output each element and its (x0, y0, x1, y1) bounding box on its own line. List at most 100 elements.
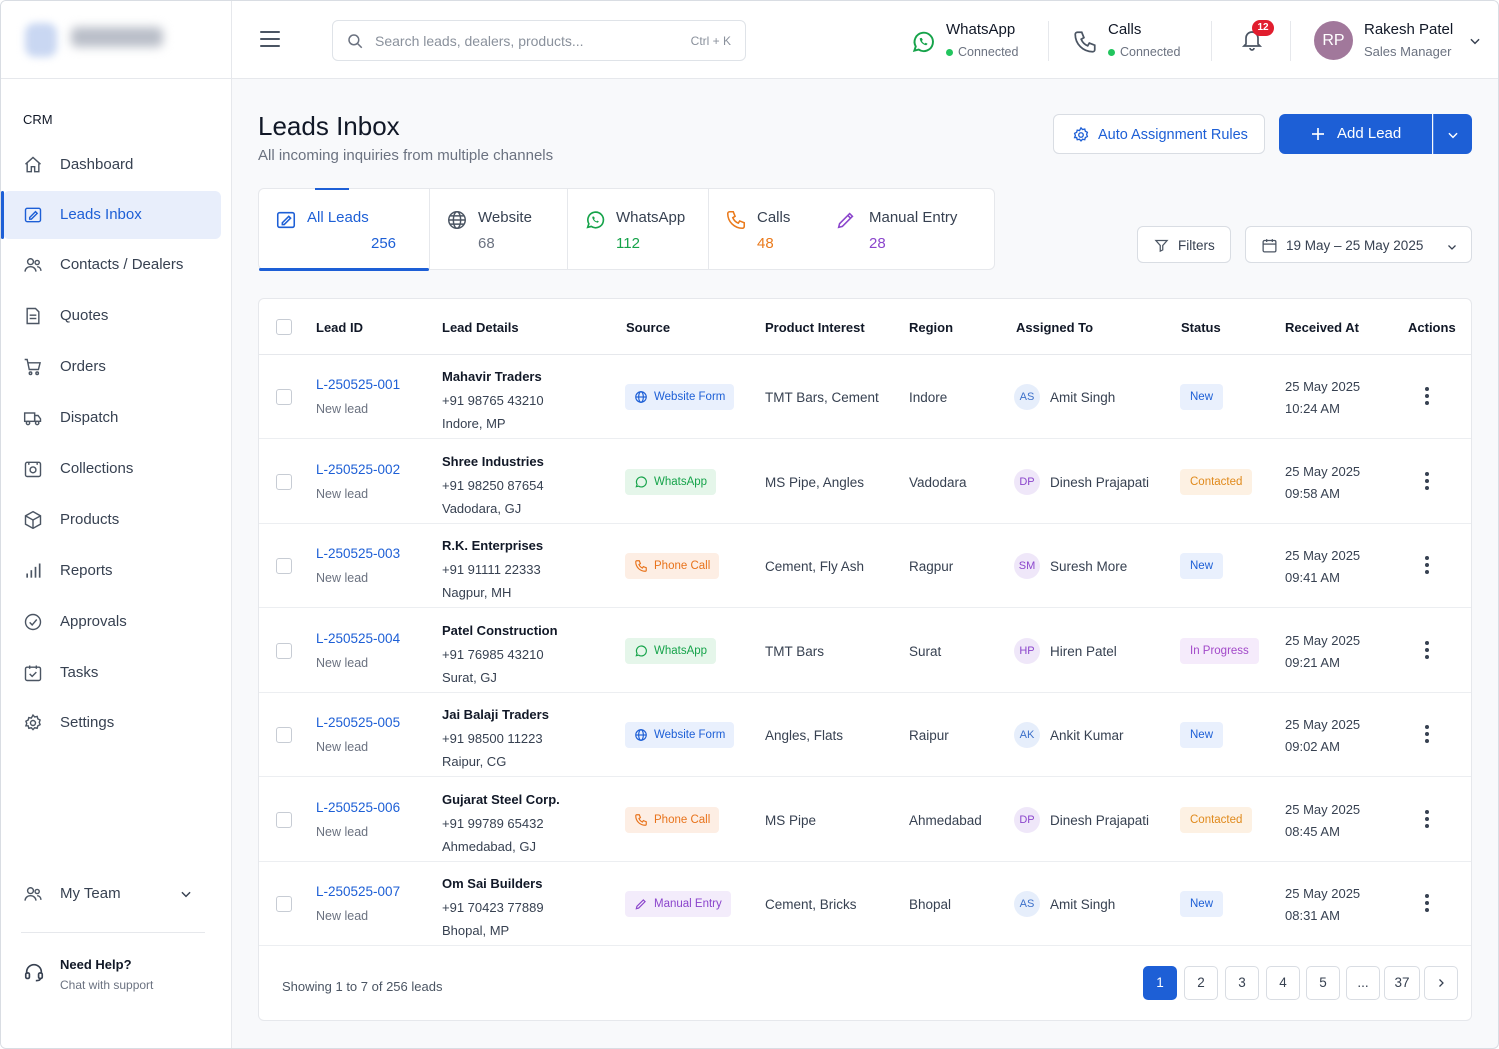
row-actions-menu-icon[interactable] (1417, 808, 1437, 832)
row-actions-menu-icon[interactable] (1417, 554, 1437, 578)
user-role: Sales Manager (1364, 44, 1452, 59)
column-header[interactable]: Lead Details (442, 320, 519, 335)
table-row[interactable]: L-250525-002 New lead Shree Industries +91 … (259, 440, 1471, 524)
column-header[interactable]: Lead ID (316, 320, 363, 335)
row-actions-menu-icon[interactable] (1417, 723, 1437, 747)
tab-whatsapp[interactable]: WhatsApp 112 (568, 189, 708, 270)
date-range-picker[interactable]: 19 May – 25 May 2025 (1245, 226, 1472, 263)
page-button[interactable]: 4 (1266, 966, 1300, 1000)
brand[interactable] (1, 1, 232, 79)
users-icon (24, 258, 42, 272)
column-header[interactable]: Product Interest (765, 320, 865, 335)
sidebar-item-dashboard[interactable]: Dashboard (3, 141, 221, 189)
table-row[interactable]: L-250525-004 New lead Patel Construction +9… (259, 609, 1471, 693)
add-lead-dropdown-button[interactable] (1433, 114, 1472, 154)
select-all-checkbox[interactable] (276, 319, 292, 335)
row-checkbox[interactable] (276, 896, 292, 912)
column-header[interactable]: Region (909, 320, 954, 335)
table-row[interactable]: L-250525-006 New lead Gujarat Steel Corp. +… (259, 778, 1471, 862)
my-team-toggle[interactable]: My Team (3, 871, 221, 917)
row-actions-menu-icon[interactable] (1417, 385, 1437, 409)
row-actions-menu-icon[interactable] (1417, 892, 1437, 916)
row-actions-menu-icon[interactable] (1417, 470, 1437, 494)
chevron-down-icon (181, 891, 191, 898)
pencil-icon (837, 212, 854, 229)
sidebar-item-dispatch[interactable]: Dispatch (3, 394, 221, 442)
filters-button[interactable]: Filters (1137, 226, 1231, 263)
column-header[interactable]: Status (1181, 320, 1221, 335)
row-actions-menu-icon[interactable] (1417, 639, 1437, 663)
sidebar-item-tasks[interactable]: Tasks (3, 649, 221, 697)
lead-id-link[interactable]: L-250525-001 (316, 377, 401, 392)
page-button[interactable]: 3 (1225, 966, 1259, 1000)
page-button[interactable]: 5 (1306, 966, 1340, 1000)
whatsapp-icon (912, 31, 934, 53)
sidebar-item-label: Orders (60, 358, 106, 375)
row-checkbox[interactable] (276, 473, 292, 490)
user-name[interactable]: Rakesh Patel (1364, 21, 1454, 38)
lead-id-link[interactable]: L-250525-007 (316, 884, 401, 899)
auto-assignment-rules-button[interactable]: Auto Assignment Rules (1053, 114, 1265, 154)
table-row[interactable]: L-250525-005 New lead Jai Balaji Traders +9… (259, 693, 1471, 777)
sidebar-item-quotes[interactable]: Quotes (3, 292, 221, 340)
table-row[interactable]: L-250525-007 New lead Om Sai Builders +91 7… (259, 862, 1471, 946)
sidebar-item-label: Dashboard (60, 156, 134, 173)
tab-manual-entry[interactable]: Manual Entry 28 (819, 189, 995, 270)
table-row[interactable]: L-250525-003 New lead R.K. Enterprises +91 … (259, 524, 1471, 608)
add-lead-button[interactable]: Add Lead (1279, 114, 1432, 154)
user-avatar[interactable]: RP (1314, 21, 1353, 60)
row-checkbox[interactable] (276, 558, 292, 574)
lead-id-link[interactable]: L-250525-005 (316, 715, 401, 730)
row-checkbox[interactable] (276, 642, 292, 659)
check-circle-icon (24, 613, 42, 631)
tab-calls[interactable]: Calls 48 (709, 189, 819, 270)
row-checkbox[interactable] (276, 389, 292, 405)
filters-label: Filters (1178, 238, 1215, 253)
status-badge: Contacted (1180, 468, 1253, 495)
search-input[interactable] (375, 31, 675, 51)
row-checkbox[interactable] (276, 727, 292, 743)
received-date: 25 May 2025 (1285, 801, 1361, 817)
lead-id-link[interactable]: L-250525-003 (316, 546, 401, 561)
column-header[interactable]: Assigned To (1016, 320, 1094, 335)
lead-id-link[interactable]: L-250525-004 (316, 630, 401, 646)
notifications-button[interactable]: 12 (1240, 20, 1274, 55)
lead-id-link[interactable]: L-250525-006 (316, 799, 401, 815)
sidebar-item-approvals[interactable]: Approvals (3, 598, 221, 646)
sidebar-item-settings[interactable]: Settings (3, 699, 221, 747)
source-label: WhatsApp (654, 475, 708, 488)
status-badge: New (1180, 722, 1224, 748)
divider (1290, 21, 1291, 61)
menu-toggle-icon[interactable] (260, 31, 280, 49)
column-header[interactable]: Source (626, 320, 671, 335)
next-page-button[interactable] (1424, 966, 1458, 1000)
row-checkbox[interactable] (276, 811, 292, 828)
search-box[interactable]: Ctrl + K (332, 20, 746, 61)
page-button[interactable]: 2 (1184, 966, 1218, 1000)
lead-id-link[interactable]: L-250525-002 (316, 461, 401, 477)
company-name: Shree Industries (442, 453, 544, 469)
sidebar-item-reports[interactable]: Reports (3, 547, 221, 595)
page-button[interactable]: 37 (1384, 966, 1420, 1000)
page-button[interactable]: 1 (1143, 966, 1177, 1000)
document-icon (26, 307, 40, 325)
sidebar-item-products[interactable]: Products (3, 496, 221, 544)
tab-website[interactable]: Website 68 (430, 189, 567, 270)
sidebar-item-leads-inbox[interactable]: Leads Inbox (1, 191, 221, 239)
sidebar-item-label: Reports (60, 562, 113, 579)
sidebar-item-collections[interactable]: Collections (3, 445, 221, 493)
tab-all-leads[interactable]: All Leads 256 (259, 188, 429, 271)
product-interest: Cement, Fly Ash (765, 559, 865, 574)
truck-icon (23, 412, 42, 426)
company-name: Mahavir Traders (442, 369, 542, 384)
sidebar-item-orders[interactable]: Orders (3, 343, 221, 391)
lead-sub-status: New lead (316, 909, 369, 923)
sidebar-item-label: Quotes (60, 307, 109, 324)
region: Ragpur (909, 559, 954, 574)
table-row[interactable]: L-250525-001 New lead Mahavir Traders +91 9… (259, 355, 1471, 439)
received-time: 10:24 AM (1285, 401, 1340, 416)
help-support[interactable]: Need Help? Chat with support (3, 949, 221, 1001)
sidebar-item-contacts-dealers[interactable]: Contacts / Dealers (3, 241, 221, 289)
column-header[interactable]: Received At (1285, 320, 1359, 335)
chevron-down-icon[interactable] (1468, 34, 1482, 48)
